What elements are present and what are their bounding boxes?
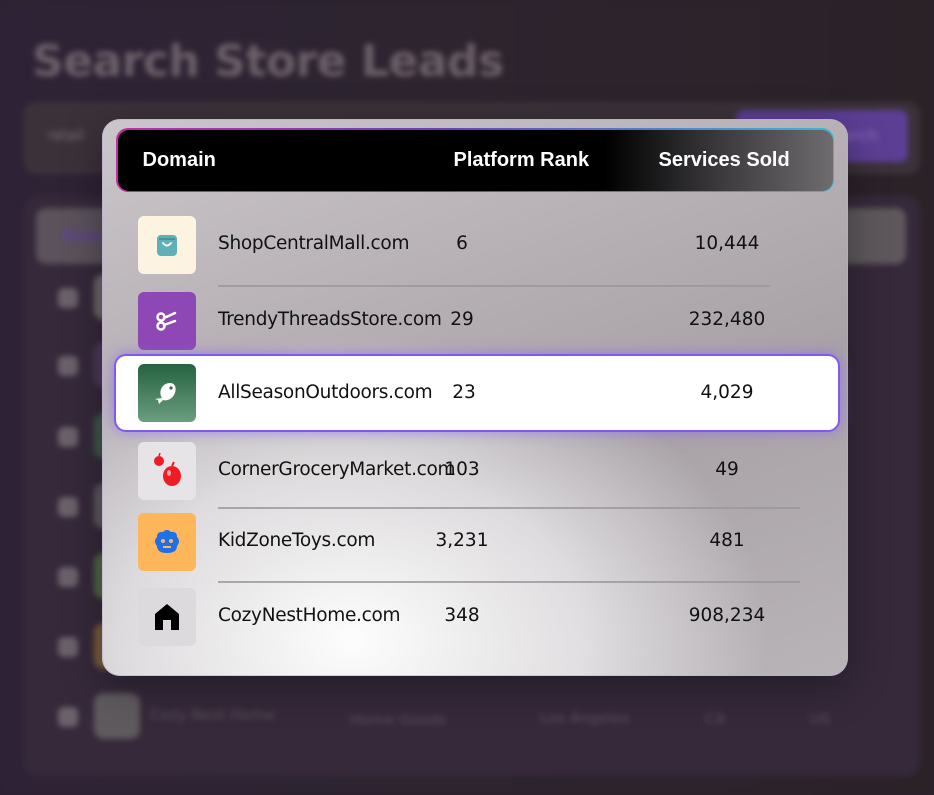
table-row[interactable]: KidZoneToys.com 3,231 481 [102, 512, 848, 572]
column-header-services-sold[interactable]: Services Sold [658, 148, 790, 171]
table-row[interactable]: CozyNestHome.com 348 908,234 [102, 587, 848, 647]
row-services-sold: 10,444 [694, 233, 760, 254]
row-divider [218, 285, 770, 287]
row-checkbox[interactable] [58, 288, 78, 308]
row-platform-rank: 348 [444, 605, 480, 626]
column-header-domain[interactable]: Domain [142, 148, 216, 171]
row-country: US [810, 710, 831, 728]
row-divider [218, 581, 800, 583]
table-row[interactable]: TrendyThreadsStore.com 29 232,480 [102, 291, 848, 351]
row-domain[interactable]: KidZoneToys.com [218, 530, 376, 551]
row-services-sold: 908,234 [688, 605, 766, 626]
row-checkbox[interactable] [58, 497, 78, 517]
row-checkbox[interactable] [58, 356, 78, 376]
row-checkbox[interactable] [58, 427, 78, 447]
row-platform-rank: 29 [450, 309, 474, 330]
row-thumbnail [94, 693, 140, 739]
row-domain[interactable]: TrendyThreadsStore.com [218, 309, 442, 330]
row-domain[interactable]: CozyNestHome.com [218, 605, 401, 626]
fish-icon [138, 364, 196, 422]
table-row[interactable]: CornerGroceryMarket.com 103 49 [102, 441, 848, 501]
row-services-sold: 4,029 [700, 382, 754, 403]
row-checkbox[interactable] [58, 637, 78, 657]
row-services-sold: 49 [715, 459, 739, 480]
row-platform-rank: 3,231 [435, 530, 489, 551]
store-leads-card: Domain Platform Rank Services Sold ShopC… [102, 119, 848, 676]
row-city: Los Angeles [540, 709, 630, 727]
house-icon [138, 588, 196, 646]
row-platform-rank: 23 [452, 382, 476, 403]
row-domain[interactable]: AllSeasonOutdoors.com [218, 382, 433, 403]
row-divider [218, 507, 800, 509]
shopping-bag-icon [138, 216, 196, 274]
row-category: Home Goods [350, 711, 447, 729]
row-checkbox[interactable] [58, 707, 78, 727]
table-header: Domain Platform Rank Services Sold [116, 128, 834, 192]
row-store-name: Cozy Nest Home [150, 706, 275, 724]
table-row[interactable]: ShopCentralMall.com 6 10,444 [102, 215, 848, 275]
row-state: CA [705, 710, 726, 728]
row-domain[interactable]: ShopCentralMall.com [218, 233, 410, 254]
column-header-platform-rank[interactable]: Platform Rank [453, 148, 590, 171]
row-services-sold: 232,480 [688, 309, 766, 330]
robot-icon [138, 513, 196, 571]
table-row-selected[interactable]: AllSeasonOutdoors.com 23 4,029 [114, 354, 840, 432]
scissors-icon [138, 292, 196, 350]
page-title: Search Store Leads [32, 36, 504, 87]
row-checkbox[interactable] [58, 567, 78, 587]
search-input[interactable]: retail [48, 128, 84, 144]
apple-icon [138, 442, 196, 500]
row-domain[interactable]: CornerGroceryMarket.com [218, 459, 456, 480]
row-platform-rank: 6 [456, 233, 468, 254]
row-services-sold: 481 [709, 530, 745, 551]
row-platform-rank: 103 [444, 459, 480, 480]
